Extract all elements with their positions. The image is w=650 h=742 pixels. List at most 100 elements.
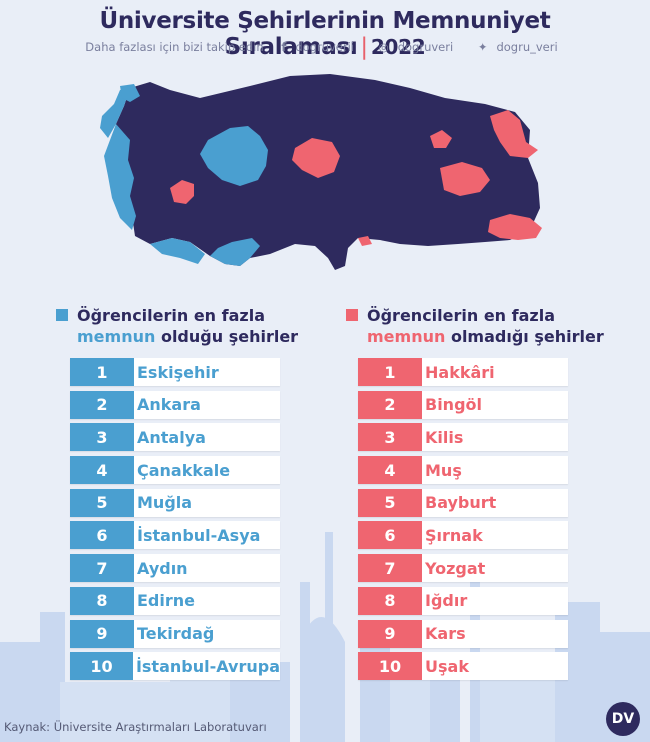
facebook-icon: f (281, 40, 287, 54)
twitter-icon: ✦ (477, 40, 488, 54)
list-item: 8 Edirne (70, 586, 280, 615)
map-bayburt-red (430, 130, 452, 148)
city-name: Şırnak (425, 525, 483, 545)
city-name: Ankara (137, 395, 201, 415)
list-item: 3 Kilis (358, 423, 568, 452)
rank-number: 8 (358, 586, 422, 615)
map-kars-red (490, 110, 538, 158)
city-name: Kilis (425, 427, 464, 447)
map-thrace-blue (120, 84, 140, 102)
list-item: 2 Bingöl (358, 390, 568, 419)
rank-number: 2 (70, 390, 134, 419)
list-item: 3 Antalya (70, 423, 280, 452)
rank-number: 8 (70, 586, 134, 615)
list-item: 9 Kars (358, 619, 568, 648)
rank-number: 9 (358, 619, 422, 648)
map-hakkari-sirnak-red (488, 214, 542, 240)
list-item: 2 Ankara (70, 390, 280, 419)
social-line: Daha fazlası için bizi takip edin f dogru… (0, 40, 650, 54)
map-west-blue-2 (104, 124, 136, 230)
city-name: Hakkâri (425, 362, 495, 382)
city-name: Iğdır (425, 591, 468, 611)
rank-number: 9 (70, 619, 134, 648)
legend-red-swatch (346, 309, 358, 321)
rank-number: 10 (358, 652, 422, 681)
rank-number: 10 (70, 652, 133, 681)
city-name: Muş (425, 460, 462, 480)
city-name: Çanakkale (137, 460, 231, 480)
rank-number: 6 (358, 521, 422, 550)
legend-dissatisfied-line1: Öğrencilerin en fazla (367, 306, 555, 325)
facebook-handle: dogruverii (295, 40, 354, 54)
legend-dissatisfied: Öğrencilerin en fazla memnun olmadığı şe… (346, 305, 604, 347)
map-west-blue (100, 88, 130, 138)
map-central-blue (200, 126, 268, 186)
title-year: 2022 (370, 35, 426, 59)
city-name: Antalya (137, 427, 206, 447)
turkey-map (100, 74, 542, 270)
list-item: 5 Bayburt (358, 488, 568, 517)
city-name: İstanbul-Asya (137, 525, 261, 545)
rank-number: 1 (358, 358, 422, 386)
city-name: Tekirdağ (137, 624, 215, 643)
city-name: Muğla (137, 493, 193, 513)
instagram-link[interactable]: ◎ dogruveri (379, 40, 461, 54)
rank-number: 3 (358, 423, 422, 452)
list-item: 5 Muğla (70, 488, 280, 517)
list-item: 7 Yozgat (358, 554, 568, 583)
city-name: Aydın (137, 558, 188, 578)
map-bingol-mus-red (440, 162, 490, 196)
map-kilis-red (358, 236, 372, 246)
list-item: 10 İstanbul-Avrupa (70, 652, 280, 681)
satisfied-list: 1 Eskişehir 2 Ankara 3 Antalya 4 Çanakkale 5… (70, 358, 280, 685)
list-item: 7 Aydın (70, 554, 280, 583)
source-note: Kaynak: Üniversite Araştırmaları Laborat… (4, 720, 267, 734)
list-item: 6 İstanbul-Asya (70, 521, 280, 550)
map-usak-red (170, 180, 194, 204)
list-item: 1 Hakkâri (358, 358, 568, 386)
title-text: Üniversite Şehirlerinin Memnuniyet Sıral… (99, 8, 551, 60)
city-name: Edirne (137, 591, 195, 611)
legend-dissatisfied-highlight: memnun (367, 327, 446, 346)
rank-number: 4 (70, 456, 134, 485)
instagram-icon: ◎ (378, 40, 389, 54)
follow-text: Daha fazlası için bizi takip edin (85, 40, 264, 54)
legend-satisfied: Öğrencilerin en fazla memnun olduğu şehi… (56, 305, 298, 347)
legend-satisfied-rest: olduğu şehirler (160, 327, 299, 346)
map-yozgat-red (292, 138, 340, 178)
list-item: 6 Şırnak (358, 521, 568, 550)
city-name: Yozgat (425, 558, 486, 578)
rank-number: 7 (70, 554, 134, 583)
rank-number: 5 (358, 488, 422, 517)
rank-number: 1 (70, 358, 134, 386)
list-item: 4 Muş (358, 456, 568, 485)
city-name: Kars (425, 624, 466, 643)
rank-number: 6 (70, 521, 134, 550)
rank-number: 4 (358, 456, 422, 485)
facebook-link[interactable]: f dogruverii (281, 40, 361, 54)
legend-dissatisfied-rest: olmadığı şehirler (450, 327, 604, 346)
city-name: İstanbul-Avrupa (135, 656, 280, 676)
city-name: Bingöl (425, 395, 482, 415)
city-name: Bayburt (425, 493, 497, 513)
rank-number: 3 (70, 423, 134, 452)
list-item: 9 Tekirdağ (70, 619, 280, 648)
map-antalya-blue (210, 238, 260, 266)
list-item: 10 Uşak (358, 652, 568, 681)
twitter-link[interactable]: ✦ dogru_veri (478, 40, 565, 54)
brand-logo: DV (606, 702, 640, 736)
list-item: 1 Eskişehir (70, 358, 280, 386)
legend-blue-swatch (56, 309, 68, 321)
list-item: 8 Iğdır (358, 586, 568, 615)
twitter-handle: dogru_veri (496, 40, 558, 54)
instagram-handle: dogruveri (397, 40, 454, 54)
rank-number: 7 (358, 554, 422, 583)
title-separator: | (360, 34, 368, 60)
list-item: 4 Çanakkale (70, 456, 280, 485)
city-name: Uşak (425, 656, 469, 676)
legend-satisfied-line1: Öğrencilerin en fazla (77, 306, 265, 325)
legend-satisfied-highlight: memnun (77, 327, 156, 346)
map-southwest-blue (150, 238, 205, 264)
city-name: Eskişehir (137, 362, 219, 382)
